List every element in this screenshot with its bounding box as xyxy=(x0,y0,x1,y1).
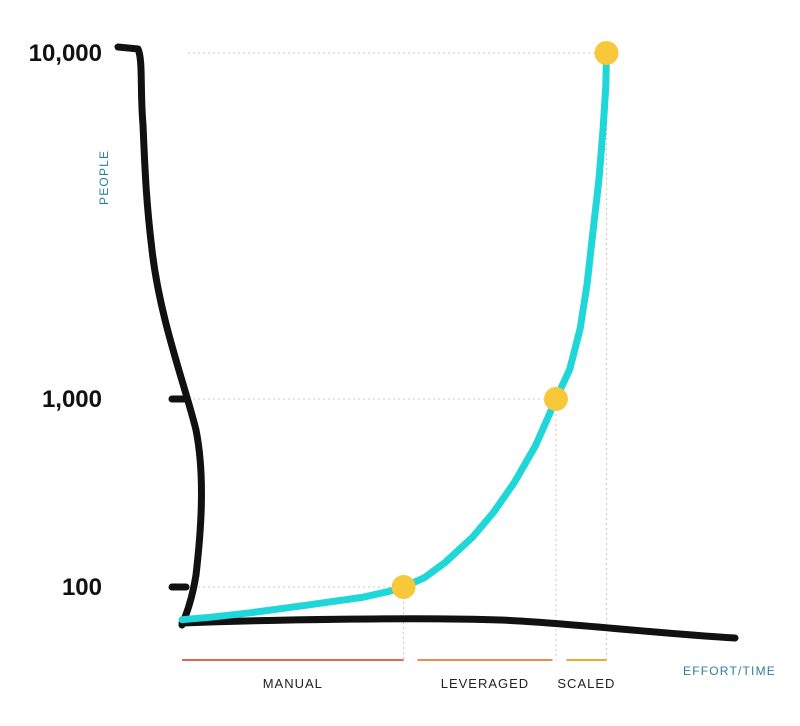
y-tick-label-10-000: 10,000 xyxy=(29,40,102,67)
phase-label-leveraged: LEVERAGED xyxy=(441,676,529,691)
y-axis-ticks: 100 1,000 10,000 xyxy=(29,40,191,601)
series-layer xyxy=(178,49,610,624)
phase-layer: MANUAL LEVERAGED SCALED xyxy=(182,659,615,691)
milestone-layer xyxy=(391,41,619,599)
y-axis-line xyxy=(114,43,205,629)
y-axis-title: PEOPLE xyxy=(97,150,111,205)
phase-label-manual: MANUAL xyxy=(263,676,323,691)
milestone-point-1 xyxy=(391,575,416,599)
series-line-1 xyxy=(178,49,610,624)
x-axis-title: EFFORT/TIME xyxy=(683,664,776,678)
guide-lines xyxy=(188,52,608,660)
y-tick-label-1-000: 1,000 xyxy=(42,386,102,413)
phase-label-scaled: SCALED xyxy=(557,676,615,691)
milestone-point-3 xyxy=(594,41,619,65)
y-tick-label-100: 100 xyxy=(62,574,102,601)
milestone-point-2 xyxy=(543,387,568,411)
x-axis-line xyxy=(178,615,739,642)
